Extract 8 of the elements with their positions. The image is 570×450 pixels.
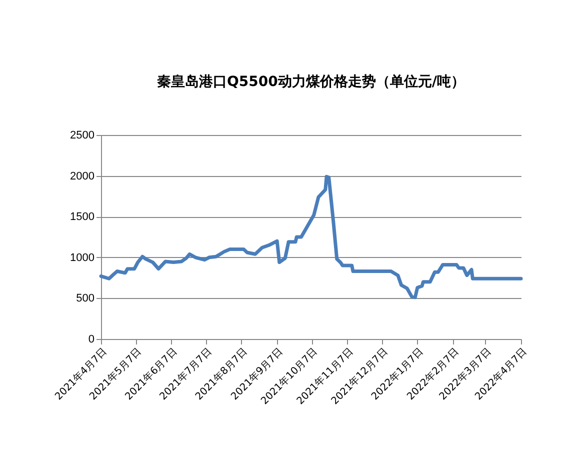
y-tick-label: 2500 — [70, 130, 94, 142]
y-tick-label: 0 — [88, 334, 94, 346]
y-tick-label: 2000 — [70, 170, 94, 182]
y-tick-label: 500 — [76, 292, 94, 305]
chart-title: 秦皇岛港口Q5500动力煤价格走势（单位元/吨） — [157, 74, 465, 90]
y-tick-label: 1500 — [70, 211, 94, 224]
line-series — [99, 174, 523, 300]
y-tick-label: 1000 — [70, 252, 94, 264]
